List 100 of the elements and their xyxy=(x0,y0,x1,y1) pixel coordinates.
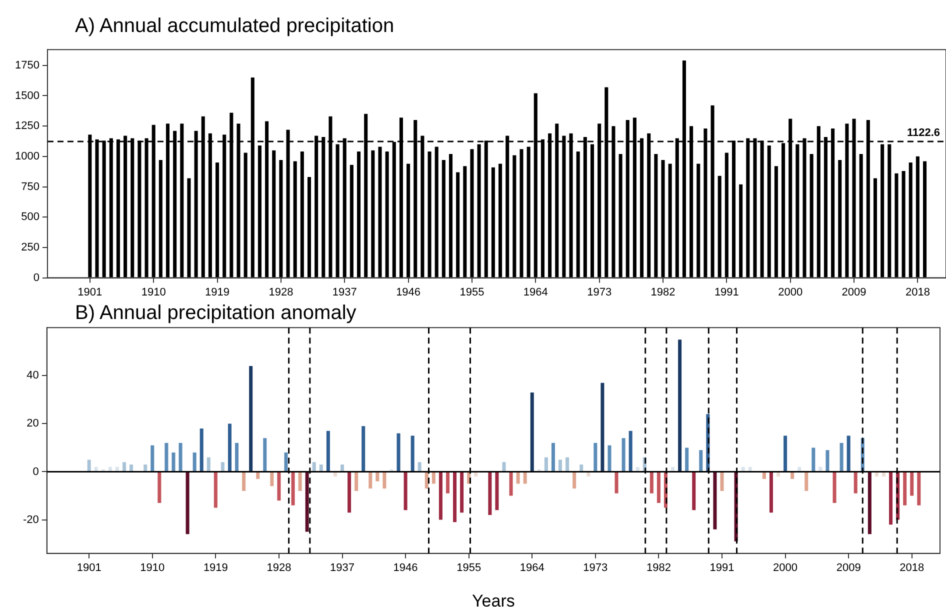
bar xyxy=(319,464,323,472)
bar xyxy=(158,160,162,278)
y-tick-label: 250 xyxy=(21,241,40,254)
bar xyxy=(456,172,460,278)
bar xyxy=(307,177,312,278)
x-tick-label: 2018 xyxy=(900,562,924,574)
bar xyxy=(650,472,654,494)
bar xyxy=(495,472,499,510)
bar xyxy=(244,152,248,278)
bar xyxy=(854,472,858,494)
bar xyxy=(618,154,622,278)
bar xyxy=(804,472,808,491)
bar xyxy=(622,438,626,472)
bar xyxy=(115,466,119,472)
x-tick-label: 1928 xyxy=(266,562,292,574)
bar xyxy=(576,152,580,278)
x-tick-label: 1964 xyxy=(523,286,548,298)
bar xyxy=(371,150,375,278)
bar xyxy=(453,472,457,522)
bar xyxy=(340,464,344,472)
bar xyxy=(277,472,281,501)
bar xyxy=(908,162,912,278)
bar xyxy=(362,426,366,472)
bar xyxy=(270,472,274,486)
bar xyxy=(350,164,354,278)
bar xyxy=(130,464,134,472)
x-tick-label: 1955 xyxy=(456,562,482,574)
bar xyxy=(720,472,724,491)
bar xyxy=(502,462,506,472)
bar xyxy=(404,472,408,510)
bar xyxy=(446,472,450,494)
y-tick-label: -20 xyxy=(22,514,39,526)
bar xyxy=(685,448,689,472)
bar xyxy=(678,340,682,472)
x-tick-label: 1946 xyxy=(393,562,418,574)
x-axis-title: Years xyxy=(472,591,515,607)
bar xyxy=(868,472,872,534)
bar xyxy=(418,462,422,472)
y-tick-label: 40 xyxy=(26,370,39,382)
bar xyxy=(192,452,196,472)
y-tick-label: 500 xyxy=(21,211,40,224)
y-tick-label: 1250 xyxy=(14,120,40,132)
bar xyxy=(186,472,190,534)
bar xyxy=(378,146,382,278)
bar xyxy=(300,152,304,278)
x-tick-label: 1901 xyxy=(76,562,102,574)
bar xyxy=(530,392,534,472)
bar xyxy=(572,472,576,489)
bar xyxy=(491,167,495,278)
bar xyxy=(692,472,696,510)
bar xyxy=(767,145,771,278)
bar xyxy=(312,462,316,472)
bar xyxy=(520,149,524,278)
bar xyxy=(305,472,309,532)
bar xyxy=(172,452,176,472)
bar xyxy=(739,184,743,278)
bar xyxy=(263,438,267,472)
x-tick-label: 1919 xyxy=(205,286,230,298)
bar xyxy=(923,161,927,278)
bar xyxy=(368,472,372,489)
bar xyxy=(628,430,632,472)
bar xyxy=(558,460,562,472)
bar xyxy=(748,466,752,472)
bar xyxy=(713,472,717,530)
bar xyxy=(902,170,906,278)
x-tick-label: 2009 xyxy=(836,562,861,574)
bar xyxy=(488,472,492,515)
bar xyxy=(228,424,232,472)
x-tick-label: 1946 xyxy=(396,286,421,298)
x-tick-label: 1955 xyxy=(460,286,484,298)
bar xyxy=(442,160,446,278)
bar xyxy=(671,466,675,472)
bar xyxy=(509,472,513,496)
bar xyxy=(293,161,297,278)
bar xyxy=(428,152,432,278)
bar xyxy=(903,472,907,506)
bar xyxy=(580,464,584,472)
x-tick-label: 1973 xyxy=(583,562,608,574)
bar xyxy=(718,176,722,278)
bar xyxy=(769,472,773,513)
bar xyxy=(448,154,453,278)
bar xyxy=(741,466,745,472)
bar xyxy=(298,472,302,491)
bar xyxy=(654,154,658,278)
bar xyxy=(214,472,218,508)
bar xyxy=(336,144,340,278)
bar xyxy=(164,442,168,472)
bar xyxy=(762,472,766,479)
bar xyxy=(354,472,358,491)
bar xyxy=(846,436,850,472)
bar xyxy=(477,144,481,278)
bar xyxy=(249,366,253,472)
bar xyxy=(87,460,91,472)
bar xyxy=(724,152,728,278)
bar xyxy=(526,146,530,278)
bar xyxy=(810,154,814,278)
bar xyxy=(348,472,352,513)
bar xyxy=(94,466,98,472)
ref-line-label: 1122.6 xyxy=(906,127,940,140)
bar xyxy=(608,445,612,472)
